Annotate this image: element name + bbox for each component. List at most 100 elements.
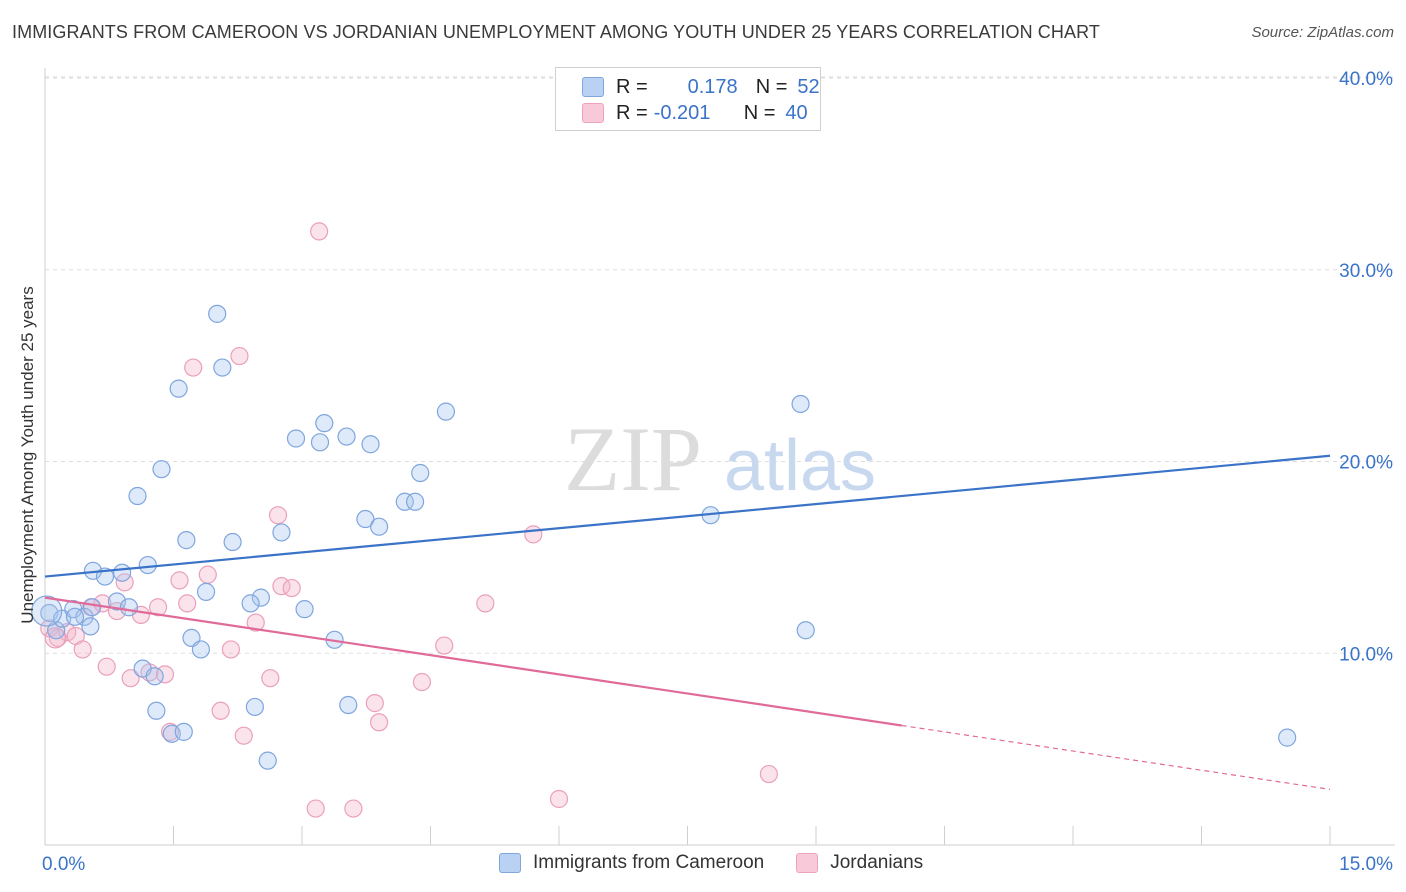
legend-n-label: N = [743, 101, 776, 124]
data-point-cameroon [191, 640, 211, 659]
data-point-cameroon [83, 598, 102, 617]
watermark-zip: ZIP [564, 408, 702, 510]
data-point-cameroon [119, 598, 139, 617]
data-point-jordanians [344, 799, 363, 818]
data-point-cameroon [315, 414, 334, 433]
data-point-jordanians [759, 764, 778, 784]
data-point-cameroon [436, 402, 456, 421]
data-point-jordanians [310, 222, 329, 241]
tick-labels: 10.0% 20.0% 30.0% 40.0% 0.0% 15.0% [42, 69, 1393, 875]
data-point-cameroon [145, 667, 164, 686]
data-point-jordanians [97, 657, 116, 676]
data-point-cameroon [339, 695, 358, 715]
data-point-jordanians [524, 525, 543, 544]
data-point-jordanians [58, 623, 77, 642]
gridlines [45, 76, 1395, 654]
axes [44, 68, 1395, 846]
watermark-atlas: atlas [724, 426, 876, 506]
data-point-cameroon [796, 621, 815, 640]
data-point-jordanians [121, 669, 140, 688]
data-point-cameroon [245, 697, 264, 717]
data-point-jordanians [261, 669, 280, 688]
data-point-cameroon [213, 358, 232, 377]
x-tick-label: 0.0% [42, 854, 85, 875]
trend-line-cameroon [44, 454, 1331, 578]
data-point-jordanians [230, 346, 249, 366]
data-point-cameroon [337, 427, 356, 446]
data-point-cameroon [174, 722, 193, 741]
data-point-jordanians [148, 598, 168, 617]
legend-swatch-jordanians [796, 853, 819, 873]
data-point-jordanians [211, 701, 230, 720]
y-tick-label: 30.0% [1339, 261, 1393, 282]
data-point-jordanians [365, 694, 384, 713]
trend-line-jordanians-extrapolated [901, 724, 1331, 790]
data-point-jordanians [549, 789, 569, 809]
legend-n-label: N = [755, 75, 788, 98]
source-attribution: Source: ZipAtlas.com [1251, 24, 1394, 41]
y-tick-label: 20.0% [1339, 453, 1393, 474]
data-point-cameroon [196, 582, 216, 601]
watermark: ZIP atlas [564, 408, 876, 510]
legend-row-cameroon: R = 0.178 N = 52 [556, 73, 820, 101]
legend-label-cameroon: Immigrants from Cameroon [533, 852, 765, 873]
x-tick-label: 15.0% [1339, 854, 1393, 875]
legend-r-label: R = [616, 101, 648, 124]
legend-swatch-pink [582, 103, 604, 123]
legend-swatch-blue [582, 77, 604, 97]
legend-label-jordanians: Jordanians [830, 852, 924, 873]
series-legend: Immigrants from Cameroon Jordanians [499, 852, 923, 874]
data-point-cameroon [81, 617, 100, 636]
data-point-jordanians [476, 594, 495, 613]
legend-r-label: R = [616, 75, 648, 98]
data-point-cameroon [361, 435, 380, 454]
trend-lines [44, 454, 1331, 790]
data-point-cameroon [31, 595, 63, 627]
data-point-cameroon [208, 304, 227, 323]
data-point-cameroon [169, 379, 188, 398]
data-point-jordanians [184, 358, 203, 377]
trend-line-jordanians [44, 596, 902, 727]
y-tick-label: 10.0% [1339, 644, 1393, 665]
legend-row-jordanians: R = -0.201 N = 40 [556, 99, 808, 127]
data-point-cameroon [241, 594, 260, 613]
data-point-jordanians [306, 799, 325, 818]
data-point-jordanians [170, 571, 189, 590]
data-point-cameroon [791, 394, 810, 414]
data-point-jordanians [48, 628, 67, 648]
data-point-cameroon [138, 555, 157, 575]
data-point-cameroon [128, 486, 147, 506]
data-point-cameroon [112, 563, 132, 582]
data-point-cameroon [295, 600, 314, 619]
data-point-jordanians [198, 565, 217, 584]
data-point-cameroon [272, 523, 291, 542]
data-point-cameroon [258, 751, 277, 770]
data-point-jordanians [282, 578, 301, 598]
data-point-cameroon [1278, 728, 1297, 747]
data-point-cameroon [223, 532, 242, 552]
data-point-cameroon [395, 492, 414, 511]
data-point-cameroon [107, 592, 127, 611]
data-point-cameroon [177, 531, 196, 550]
data-point-cameroon [65, 607, 85, 626]
data-point-jordanians [268, 506, 288, 525]
data-point-jordanians [234, 726, 253, 745]
legend-n-value: 40 [785, 101, 808, 124]
correlation-legend: R = 0.178 N = 52 R = -0.201 N = 40 [555, 67, 821, 131]
data-point-jordanians [73, 640, 92, 659]
data-point-cameroon [47, 621, 66, 640]
legend-n-value: 52 [797, 75, 820, 98]
chart-title: IMMIGRANTS FROM CAMEROON VS JORDANIAN UN… [12, 22, 1100, 42]
data-point-jordanians [221, 640, 240, 659]
legend-swatch-cameroon [499, 853, 521, 873]
data-point-cameroon [310, 433, 330, 452]
data-point-jordanians [44, 627, 66, 649]
data-point-cameroon [370, 517, 389, 536]
y-tick-label: 40.0% [1339, 69, 1393, 90]
data-point-cameroon [251, 588, 270, 607]
data-point-jordanians [246, 613, 265, 632]
data-point-jordanians [178, 594, 197, 613]
y-axis-label: Unemployment Among Youth under 25 years [18, 286, 37, 624]
data-point-jordanians [412, 672, 432, 692]
